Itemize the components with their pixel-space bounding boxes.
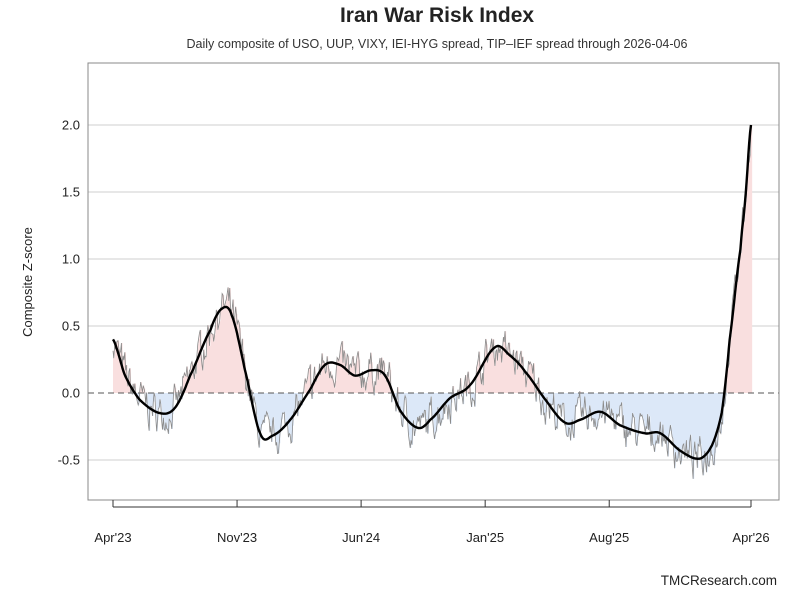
x-tick-label: Nov'23 <box>217 530 257 545</box>
x-tick-label: Jan'25 <box>466 530 504 545</box>
area-fills <box>113 125 753 479</box>
x-tick-label: Aug'25 <box>589 530 629 545</box>
y-tick-label: 1.5 <box>62 185 80 200</box>
x-axis: Apr'23 Nov'23 Jun'24 Jan'25 Aug'25 Apr'26 <box>94 500 770 545</box>
x-tick-label: Jun'24 <box>342 530 380 545</box>
y-tick-label: 2.0 <box>62 118 80 133</box>
x-tick-label: Apr'26 <box>732 530 769 545</box>
y-tick-label: -0.5 <box>58 453 80 468</box>
negative-area-fill <box>132 393 727 479</box>
smoothed-series-line <box>111 124 753 460</box>
gridlines <box>88 124 779 461</box>
source-label: TMCResearch.com <box>661 573 777 588</box>
y-axis-label: Composite Z-score <box>20 227 35 337</box>
y-tick-label: 0.0 <box>62 386 80 401</box>
y-tick-label: 0.5 <box>62 319 80 334</box>
y-tick-label: 1.0 <box>62 252 80 267</box>
chart-subtitle: Daily composite of USO, UUP, VIXY, IEI-H… <box>187 37 688 51</box>
chart-title: Iran War Risk Index <box>340 4 534 27</box>
x-tick-label: Apr'23 <box>94 530 131 545</box>
plot-frame <box>87 62 780 501</box>
y-axis: -0.5 0.0 0.5 1.0 1.5 2.0 <box>58 118 80 468</box>
